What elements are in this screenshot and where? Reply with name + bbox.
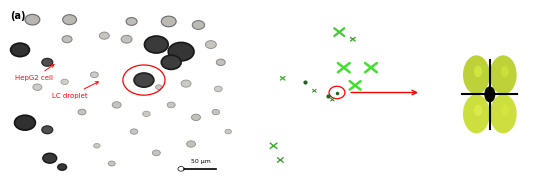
- Circle shape: [99, 32, 109, 39]
- Circle shape: [484, 86, 495, 102]
- Circle shape: [108, 161, 115, 166]
- Circle shape: [212, 109, 220, 115]
- Circle shape: [43, 153, 56, 163]
- Circle shape: [474, 105, 482, 116]
- Circle shape: [216, 59, 225, 65]
- Circle shape: [463, 55, 490, 94]
- Circle shape: [61, 79, 68, 85]
- Circle shape: [78, 109, 86, 115]
- Text: LC droplet: LC droplet: [52, 82, 99, 99]
- Circle shape: [62, 36, 72, 43]
- Circle shape: [58, 164, 67, 170]
- Circle shape: [181, 80, 191, 87]
- Circle shape: [63, 15, 77, 25]
- Circle shape: [152, 150, 160, 156]
- Circle shape: [474, 66, 482, 77]
- Text: HepG2 cell: HepG2 cell: [15, 65, 54, 81]
- Text: 50 μm: 50 μm: [191, 159, 211, 164]
- Circle shape: [463, 94, 490, 133]
- Circle shape: [14, 115, 35, 130]
- Circle shape: [178, 166, 184, 171]
- Circle shape: [205, 41, 216, 48]
- Circle shape: [91, 72, 98, 78]
- Circle shape: [167, 102, 175, 108]
- Circle shape: [94, 144, 100, 148]
- Circle shape: [192, 21, 205, 29]
- Circle shape: [112, 102, 121, 108]
- Circle shape: [161, 55, 181, 69]
- Text: 50 μm: 50 μm: [310, 157, 330, 162]
- Circle shape: [214, 86, 222, 92]
- Circle shape: [187, 141, 196, 147]
- Circle shape: [191, 114, 200, 121]
- Text: (b): (b): [260, 11, 276, 21]
- Circle shape: [490, 94, 516, 133]
- Circle shape: [168, 42, 194, 61]
- Circle shape: [25, 14, 40, 25]
- Circle shape: [490, 55, 516, 94]
- Circle shape: [143, 111, 150, 117]
- Circle shape: [144, 36, 168, 53]
- Circle shape: [225, 129, 231, 134]
- Circle shape: [501, 105, 509, 116]
- Circle shape: [42, 126, 53, 134]
- Circle shape: [156, 85, 162, 90]
- Circle shape: [134, 73, 154, 87]
- Circle shape: [130, 129, 138, 134]
- Circle shape: [126, 18, 137, 25]
- Circle shape: [42, 58, 53, 66]
- Circle shape: [11, 43, 29, 57]
- Circle shape: [501, 66, 509, 77]
- Circle shape: [121, 35, 132, 43]
- Circle shape: [161, 16, 176, 27]
- Circle shape: [33, 84, 42, 90]
- Text: (a): (a): [10, 11, 26, 21]
